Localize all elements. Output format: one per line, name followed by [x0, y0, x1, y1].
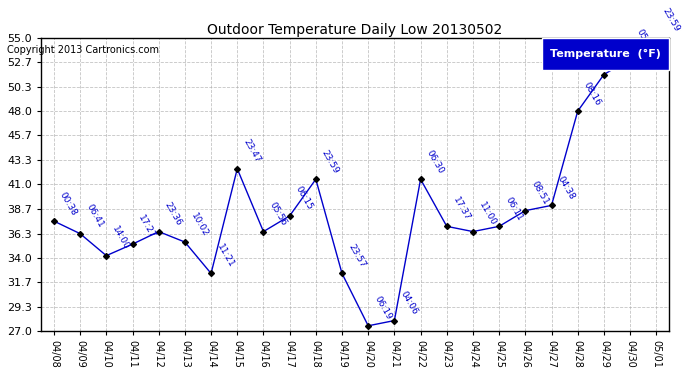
Text: Temperature  (°F): Temperature (°F)	[550, 49, 661, 59]
Text: 11:21: 11:21	[215, 243, 236, 269]
Text: 10:02: 10:02	[189, 211, 210, 238]
Text: 17:37: 17:37	[451, 195, 472, 222]
Text: 00:38: 00:38	[58, 190, 79, 217]
Text: 23:59: 23:59	[660, 7, 681, 34]
Text: 11:00: 11:00	[477, 201, 498, 227]
Text: 04:38: 04:38	[555, 174, 576, 201]
Text: Copyright 2013 Cartronics.com: Copyright 2013 Cartronics.com	[7, 45, 159, 55]
Text: 06:11: 06:11	[503, 195, 524, 222]
Text: 05:56: 05:56	[268, 201, 288, 227]
Text: 06:41: 06:41	[84, 203, 105, 229]
Text: 08:16: 08:16	[582, 80, 602, 107]
Text: 06:15: 06:15	[294, 185, 315, 212]
Text: 17:27: 17:27	[137, 213, 157, 240]
Text: 23:36: 23:36	[163, 201, 184, 227]
Title: Outdoor Temperature Daily Low 20130502: Outdoor Temperature Daily Low 20130502	[208, 23, 503, 37]
Text: 08:51: 08:51	[529, 180, 550, 207]
Text: 14:00: 14:00	[110, 225, 131, 252]
Text: 04:06: 04:06	[399, 290, 420, 316]
Text: 06:30: 06:30	[425, 148, 446, 175]
Text: 06:19: 06:19	[373, 295, 393, 322]
Text: 23:57: 23:57	[346, 243, 367, 269]
Text: 05:56: 05:56	[608, 44, 629, 70]
Text: 23:47: 23:47	[241, 138, 262, 165]
Text: 23:59: 23:59	[320, 148, 341, 175]
Text: 05:22: 05:22	[634, 28, 655, 55]
